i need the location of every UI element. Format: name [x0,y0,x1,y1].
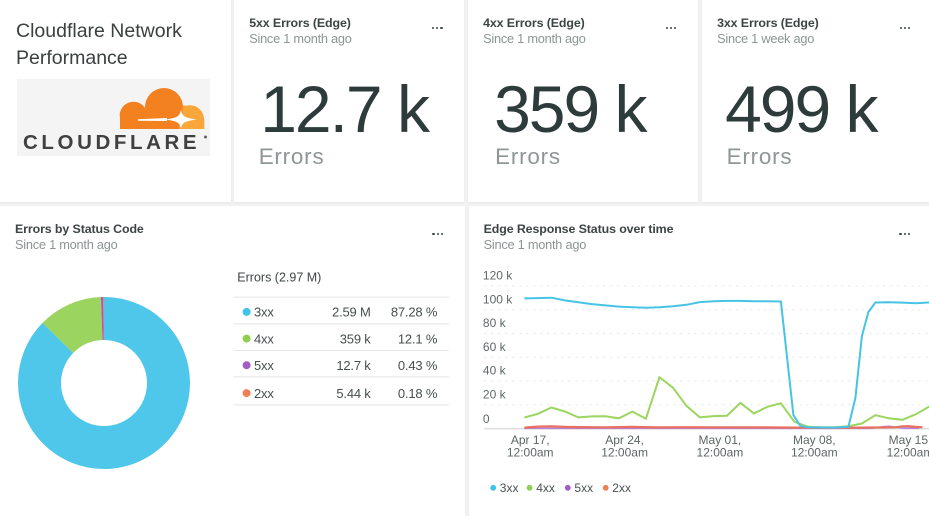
svg-text:12:00am: 12:00am [601,446,648,460]
svg-text:359 k: 359 k [340,331,372,346]
svg-text:May 01,: May 01, [698,433,741,447]
svg-text:12.7 k: 12.7 k [336,358,371,373]
svg-text:4xx: 4xx [254,331,274,346]
svg-text:May 15,: May 15, [888,433,929,447]
svg-text:40 k: 40 k [482,364,506,378]
svg-text:12.1 %: 12.1 % [398,331,438,346]
svg-text:Apr 24,: Apr 24, [605,433,644,447]
svg-text:0.43 %: 0.43 % [398,358,438,373]
svg-text:2.59 M: 2.59 M [332,305,371,320]
svg-text:0.18 %: 0.18 % [398,386,438,401]
svg-text:3xx: 3xx [254,305,274,320]
svg-text:60 k: 60 k [482,340,506,354]
svg-text:100 k: 100 k [482,292,512,306]
svg-text:80 k: 80 k [482,316,506,330]
svg-text:120 k: 120 k [482,269,512,283]
svg-text:Apr 17,: Apr 17, [510,433,549,447]
svg-text:87.28 %: 87.28 % [391,305,438,320]
svg-text:2xx: 2xx [612,481,631,495]
svg-text:5xx: 5xx [254,358,274,373]
svg-text:3xx: 3xx [499,481,518,495]
svg-text:20 k: 20 k [482,387,506,401]
svg-text:0: 0 [482,412,489,426]
svg-text:May 08,: May 08, [793,433,836,447]
svg-text:CLOUDFLARE: CLOUDFLARE [23,131,200,154]
svg-text:12:00am: 12:00am [791,446,838,460]
svg-text:12:00am: 12:00am [696,446,743,460]
svg-text:4xx: 4xx [536,481,555,495]
svg-text:2xx: 2xx [254,386,274,401]
svg-text:Errors (2.97 M): Errors (2.97 M) [237,271,321,285]
svg-text:5.44 k: 5.44 k [336,386,371,401]
svg-text:12:00am: 12:00am [886,446,929,460]
svg-text:12:00am: 12:00am [506,446,553,460]
svg-text:5xx: 5xx [574,481,593,495]
